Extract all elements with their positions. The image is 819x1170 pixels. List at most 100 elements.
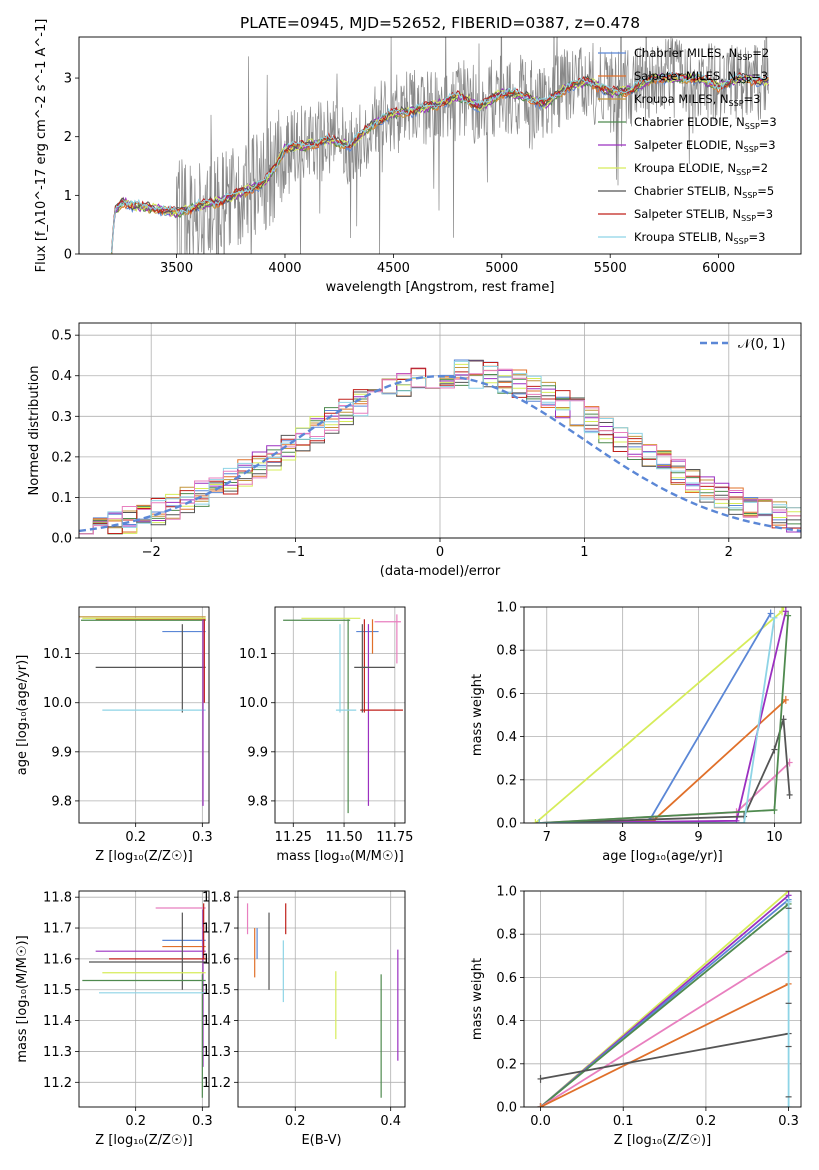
age_vs_mass-panel: 11.25 11.50 11.75 9.8 9.9 10.0 10.1 mass [log₁₀… <box>239 606 413 864</box>
weight-line <box>540 950 790 1107</box>
y-tick-label: 0.2 <box>496 773 517 788</box>
y-axis-label: mass weight <box>470 674 485 756</box>
weight-line <box>534 607 785 823</box>
legend-entry: Salpeter STELIB, NSSP=3 <box>634 207 773 223</box>
weight-line <box>539 617 776 823</box>
y-tick-label: 11.5 <box>43 983 72 998</box>
y-tick-label: 0.4 <box>51 369 72 384</box>
y-tick-label: 11.2 <box>202 1076 231 1091</box>
plot-area <box>283 614 403 814</box>
y-tick-label: 0.0 <box>51 532 72 547</box>
x-tick-label: 0.3 <box>192 830 213 845</box>
x-tick-label: 4000 <box>268 261 301 276</box>
y-axis-label: age [log₁₀(age/yr)] <box>15 655 30 776</box>
y-tick-label: 10.1 <box>43 647 72 662</box>
histogram-step <box>79 360 801 535</box>
legend-entry: 𝒩(0, 1) <box>738 337 785 352</box>
weight_vs_Z-panel: 0.0 0.1 0.2 0.3 0.0 0.2 0.4 0.6 0.8 1.0 Z [log₁₀(Z… <box>470 885 802 1148</box>
legend-entry: Kroupa MILES, NSSP=3 <box>634 92 760 108</box>
x-axis-label: Z [log₁₀(Z/Z☉)] <box>95 849 192 864</box>
plot-area <box>79 359 801 535</box>
histogram-step <box>79 368 801 535</box>
x-tick-label: 0.3 <box>778 1114 799 1129</box>
y-tick-label: 0.2 <box>51 450 72 465</box>
y-tick-label: 11.3 <box>43 1045 72 1060</box>
x-tick-label: 0.3 <box>192 1114 213 1129</box>
y-tick-label: 0.6 <box>496 687 517 702</box>
x-tick-label: 3500 <box>160 261 193 276</box>
axes-frame <box>274 606 406 824</box>
y-tick-label: 0.1 <box>51 491 72 506</box>
x-tick-label: 0.2 <box>125 1114 146 1129</box>
y-tick-label: 0.8 <box>496 644 517 659</box>
y-tick-label: 0.6 <box>496 971 517 986</box>
x-axis-label: age [log₁₀(age/yr)] <box>602 849 723 864</box>
weight-line <box>540 983 790 1107</box>
y-tick-label: 10.0 <box>43 696 72 711</box>
x-tick-label: 0.0 <box>530 1114 551 1129</box>
y-tick-label: 1 <box>64 189 72 204</box>
model-line-kroupa-miles <box>111 73 769 254</box>
x-axis-label: mass [log₁₀(M/M☉)] <box>276 849 403 864</box>
axes-frame <box>237 890 406 1108</box>
y-tick-label: 9.8 <box>247 794 268 809</box>
x-tick-label: 0 <box>436 545 444 560</box>
x-axis-label: E(B-V) <box>301 1133 341 1148</box>
y-tick-label: 11.7 <box>43 922 72 937</box>
y-tick-label: 0 <box>64 248 72 263</box>
y-tick-label: 0.5 <box>51 329 72 344</box>
y-tick-label: 10.0 <box>239 696 268 711</box>
legend-entry: Salpeter ELODIE, NSSP=3 <box>634 138 776 154</box>
y-tick-label: 11.3 <box>202 1045 231 1060</box>
y-tick-label: 0.2 <box>496 1057 517 1072</box>
axes-frame <box>78 890 210 1108</box>
x-tick-label: 0.2 <box>285 1114 306 1129</box>
y-tick-label: 0.0 <box>496 817 517 832</box>
plot-area <box>537 891 792 1107</box>
plot-area <box>82 903 206 1098</box>
y-axis-label: mass weight <box>470 958 485 1040</box>
y-tick-label: 11.6 <box>202 952 231 967</box>
figure-title: PLATE=0945, MJD=52652, FIBERID=0387, z=0… <box>240 14 640 32</box>
model-line-kroupa-stelib <box>111 71 769 253</box>
x-tick-label: 5500 <box>594 261 627 276</box>
y-tick-label: 3 <box>64 72 72 87</box>
age_vs_Z-panel: 0.2 0.3 9.8 9.9 10.0 10.1 Z [log₁₀(Z/Z☉)] age [… <box>15 606 213 864</box>
y-tick-label: 0.0 <box>496 1101 517 1116</box>
x-tick-label: 5000 <box>485 261 518 276</box>
y-tick-label: 9.9 <box>247 745 268 760</box>
x-tick-label: −1 <box>286 545 305 560</box>
y-tick-label: 9.8 <box>51 794 72 809</box>
y-axis-label: Normed distribution <box>27 366 42 496</box>
y-tick-label: 1.0 <box>496 601 517 616</box>
x-tick-label: 4500 <box>377 261 410 276</box>
x-tick-label: 0.2 <box>696 1114 717 1129</box>
weight-line <box>539 613 772 823</box>
legend-entry: Chabrier MILES, NSSP=2 <box>634 46 769 62</box>
x-tick-label: 8 <box>619 830 627 845</box>
x-tick-label: 9 <box>694 830 702 845</box>
y-tick-label: 10.1 <box>239 647 268 662</box>
y-tick-label: 11.4 <box>43 1014 72 1029</box>
x-tick-label: 0.1 <box>613 1114 634 1129</box>
mass_vs_ebv-panel: 0.2 0.4 11.2 11.3 11.4 11.5 11.6 11.7 11.8 E(B-V) <box>202 890 406 1148</box>
legend-entry: Kroupa STELIB, NSSP=3 <box>634 230 765 246</box>
axes-frame <box>523 890 802 1108</box>
legend-entry: Chabrier STELIB, NSSP=5 <box>634 184 774 200</box>
axes-frame <box>78 36 802 255</box>
y-tick-label: 1.0 <box>496 885 517 900</box>
y-tick-label: 11.8 <box>202 891 231 906</box>
legend-entry: Salpeter MILES, NSSP=3 <box>634 69 768 85</box>
plot-area <box>111 37 769 254</box>
y-tick-label: 11.5 <box>202 983 231 998</box>
y-tick-label: 0.3 <box>51 410 72 425</box>
x-axis-label: (data-model)/error <box>380 564 501 579</box>
y-tick-label: 0.4 <box>496 1014 517 1029</box>
y-tick-label: 0.4 <box>496 730 517 745</box>
x-tick-label: 11.25 <box>275 830 312 845</box>
x-tick-label: −2 <box>142 545 161 560</box>
residuals-panel: −2 −1 0 1 2 0.0 0.1 0.2 0.3 0.4 0.5 (data-model)/er… <box>27 322 802 579</box>
x-tick-label: 11.50 <box>325 830 362 845</box>
y-tick-label: 0.8 <box>496 928 517 943</box>
